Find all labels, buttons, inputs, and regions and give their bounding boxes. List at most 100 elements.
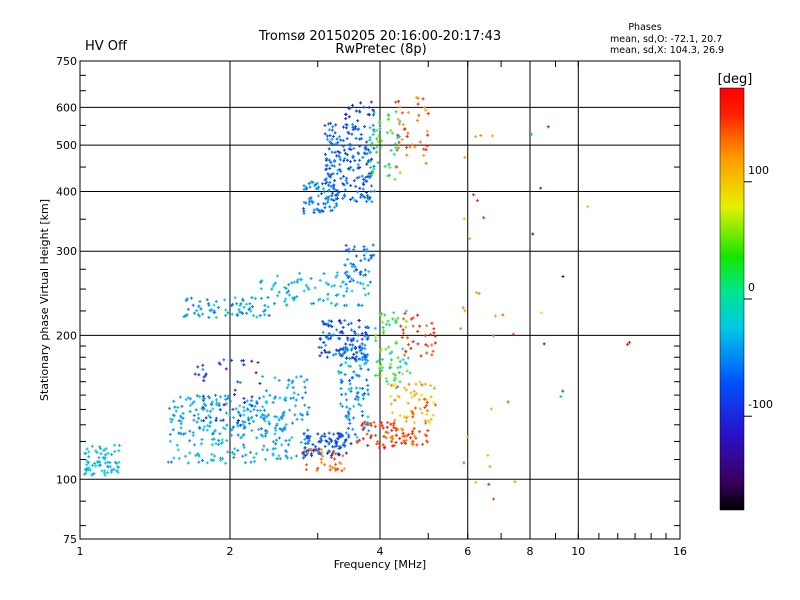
data-point	[217, 403, 221, 407]
data-point	[347, 115, 351, 119]
data-point	[331, 125, 335, 129]
data-point	[275, 422, 279, 426]
data-point	[253, 297, 257, 301]
data-point	[261, 375, 265, 379]
data-point	[397, 135, 401, 139]
data-point	[531, 232, 535, 236]
data-point	[430, 343, 434, 347]
data-point	[349, 389, 353, 393]
data-point	[492, 334, 496, 338]
data-point	[387, 173, 391, 177]
data-point	[354, 373, 358, 377]
data-point	[352, 269, 356, 273]
data-point	[322, 322, 326, 326]
data-point	[321, 319, 325, 323]
data-point	[363, 196, 367, 200]
data-point	[359, 348, 363, 352]
data-point	[354, 386, 358, 390]
data-point	[350, 265, 354, 269]
data-point	[339, 402, 343, 406]
data-point	[320, 192, 324, 196]
minor-ticks	[79, 61, 680, 539]
data-point	[418, 324, 422, 328]
data-point	[370, 141, 374, 145]
data-point	[367, 429, 371, 433]
data-point	[262, 395, 266, 399]
data-point	[421, 442, 425, 446]
data-point	[206, 424, 210, 428]
data-point	[413, 434, 417, 438]
data-point	[230, 304, 234, 308]
data-point	[338, 337, 342, 341]
data-point	[374, 434, 378, 438]
data-point	[202, 425, 206, 429]
data-point	[191, 303, 195, 307]
data-point	[404, 325, 408, 329]
data-point	[363, 268, 367, 272]
data-point	[278, 396, 282, 400]
data-point	[414, 436, 418, 440]
data-point	[335, 302, 339, 306]
data-point	[222, 426, 226, 430]
data-point	[462, 461, 466, 465]
data-point	[380, 424, 384, 428]
data-point	[169, 417, 173, 421]
data-point	[390, 428, 394, 432]
data-point	[368, 126, 372, 130]
data-point	[312, 210, 316, 214]
data-point	[348, 160, 352, 164]
data-point	[364, 250, 368, 254]
data-point	[175, 443, 179, 447]
data-point	[102, 448, 106, 452]
data-point	[347, 435, 351, 439]
data-point	[402, 127, 406, 131]
data-point	[539, 186, 543, 190]
data-point	[405, 369, 409, 373]
data-point	[191, 431, 195, 435]
x-tick-label: 1	[77, 545, 84, 558]
data-point	[325, 134, 329, 138]
data-point	[351, 336, 355, 340]
data-point	[293, 404, 297, 408]
data-point	[283, 427, 287, 431]
data-point	[360, 332, 364, 336]
data-point	[271, 440, 275, 444]
data-point	[356, 280, 360, 284]
data-point	[306, 434, 310, 438]
data-point	[238, 310, 242, 314]
data-point	[394, 377, 398, 381]
data-point	[318, 297, 322, 301]
data-point	[210, 400, 214, 404]
data-point	[103, 456, 107, 460]
data-point	[252, 419, 256, 423]
data-point	[250, 399, 254, 403]
data-point	[367, 292, 371, 296]
data-point	[356, 396, 360, 400]
data-point	[271, 452, 275, 456]
data-point	[364, 355, 368, 359]
data-point	[409, 317, 413, 321]
data-point	[339, 284, 343, 288]
data-point	[320, 450, 324, 454]
data-point	[477, 292, 481, 296]
data-point	[400, 336, 404, 340]
data-point	[226, 311, 230, 315]
data-point	[377, 446, 381, 450]
data-point	[242, 409, 246, 413]
data-point	[317, 209, 321, 213]
data-point	[486, 453, 490, 457]
data-point	[277, 378, 281, 382]
data-point	[307, 181, 311, 185]
data-point	[404, 419, 408, 423]
data-point	[345, 181, 349, 185]
data-point	[338, 158, 342, 162]
data-point	[361, 397, 365, 401]
data-point	[459, 327, 463, 331]
data-point	[248, 302, 252, 306]
data-point	[404, 319, 408, 323]
data-point	[354, 136, 358, 140]
data-point	[420, 383, 424, 387]
data-point	[326, 172, 330, 176]
data-point	[168, 439, 172, 443]
